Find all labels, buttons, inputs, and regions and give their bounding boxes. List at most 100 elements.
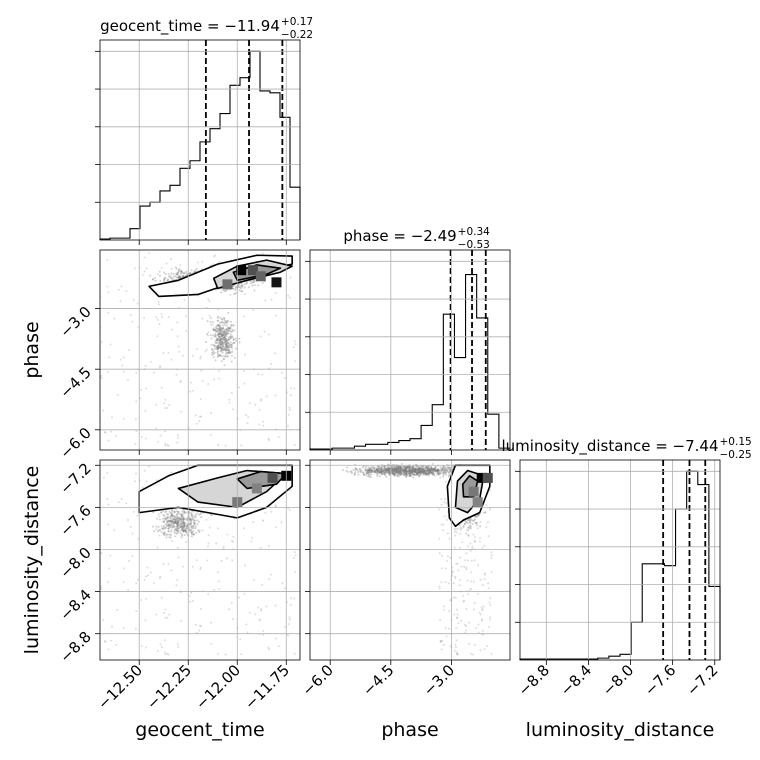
scatter-point <box>194 514 197 517</box>
scatter-point <box>214 339 217 342</box>
scatter-point <box>412 469 415 472</box>
scatter-point <box>402 474 405 477</box>
scatter-point <box>405 468 408 471</box>
scatter-point <box>472 608 475 611</box>
scatter-point <box>117 288 120 291</box>
scatter-point <box>208 314 211 317</box>
scatter-point <box>413 473 416 476</box>
scatter-point <box>231 342 234 345</box>
scatter-point <box>226 321 229 324</box>
scatter-point <box>240 653 243 656</box>
scatter-point <box>396 471 399 474</box>
scatter-point <box>407 466 410 469</box>
scatter-point <box>206 545 209 548</box>
scatter-point <box>447 627 450 630</box>
scatter-point <box>125 289 128 292</box>
scatter-point <box>200 516 203 519</box>
scatter-point <box>274 604 277 607</box>
scatter-point <box>160 267 163 270</box>
scatter-point <box>213 255 216 258</box>
scatter-point <box>217 346 220 349</box>
scatter-point <box>345 469 348 472</box>
scatter-point <box>403 466 406 469</box>
scatter-point <box>174 519 177 522</box>
scatter-point <box>253 280 256 283</box>
scatter-point <box>235 347 238 350</box>
scatter-point <box>140 598 143 601</box>
scatter-point <box>418 474 421 477</box>
scatter-point <box>177 522 180 525</box>
scatter-point <box>430 471 433 474</box>
scatter-point <box>221 333 224 336</box>
scatter-point <box>222 334 225 337</box>
scatter-point <box>490 557 493 560</box>
scatter-point <box>395 475 398 478</box>
scatter-point <box>177 510 180 513</box>
scatter-point <box>177 511 180 514</box>
scatter-point <box>380 465 383 468</box>
histogram-panel-luminosity_distance <box>519 460 721 660</box>
scatter-point <box>198 624 201 627</box>
scatter-point <box>127 589 130 592</box>
scatter-point <box>443 472 446 475</box>
scatter-point <box>227 350 230 353</box>
scatter-point <box>182 519 185 522</box>
scatter-point <box>439 640 442 643</box>
scatter-point <box>376 474 379 477</box>
scatter-point <box>219 333 222 336</box>
scatter-point <box>180 269 183 272</box>
scatter-point <box>274 504 277 507</box>
scatter-point <box>224 348 227 351</box>
scatter-point <box>210 621 213 624</box>
scatter-point <box>445 469 448 472</box>
scatter-point <box>218 328 221 331</box>
scatter-point <box>180 620 183 623</box>
scatter-point <box>468 524 471 527</box>
scatter-point <box>346 470 349 473</box>
scatter-point <box>370 469 373 472</box>
scatter-point <box>167 653 170 656</box>
scatter-point <box>258 408 261 411</box>
scatter-point <box>393 468 396 471</box>
scatter-point <box>419 467 422 470</box>
scatter-point <box>223 330 226 333</box>
scatter-point <box>410 469 413 472</box>
scatter-point <box>428 469 431 472</box>
scatter-point <box>395 467 398 470</box>
scatter-point <box>404 469 407 472</box>
scatter-point <box>177 517 180 520</box>
scatter-point <box>469 521 472 524</box>
scatter-point <box>404 469 407 472</box>
scatter-point <box>220 318 223 321</box>
scatter-point <box>425 465 428 468</box>
scatter-point <box>394 471 397 474</box>
scatter-point <box>226 349 229 352</box>
scatter-point <box>160 530 163 533</box>
scatter-point <box>397 469 400 472</box>
scatter-point <box>265 605 268 608</box>
scatter-point <box>227 338 230 341</box>
scatter-point <box>219 341 222 344</box>
scatter-point <box>410 468 413 471</box>
scatter-point <box>177 271 180 274</box>
scatter-point <box>386 471 389 474</box>
scatter-point <box>218 342 221 345</box>
scatter-point <box>217 334 220 337</box>
scatter-point <box>443 467 446 470</box>
scatter-point <box>406 466 409 469</box>
scatter-point <box>451 465 454 468</box>
scatter-point <box>127 378 130 381</box>
scatter-point <box>213 344 216 347</box>
scatter-point <box>218 353 221 356</box>
scatter-point <box>379 466 382 469</box>
scatter-point <box>424 466 427 469</box>
scatter-point <box>225 345 228 348</box>
scatter-point <box>412 469 415 472</box>
scatter-point <box>135 371 138 374</box>
scatter-point <box>417 467 420 470</box>
scatter-point <box>226 345 229 348</box>
scatter-point <box>355 467 358 470</box>
scatter-point <box>219 346 222 349</box>
scatter-point <box>448 470 451 473</box>
scatter-point <box>164 277 167 280</box>
